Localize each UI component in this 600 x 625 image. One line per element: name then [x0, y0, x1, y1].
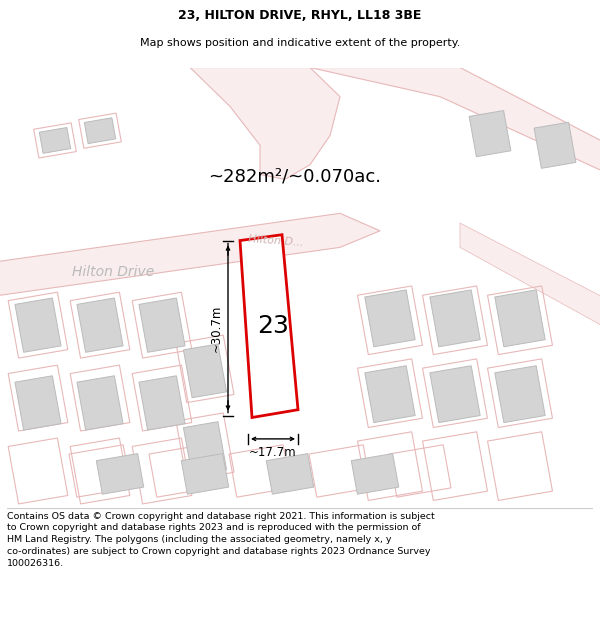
Polygon shape	[469, 111, 511, 157]
Polygon shape	[40, 127, 71, 153]
Text: Hilton D...: Hilton D...	[248, 234, 304, 248]
Polygon shape	[15, 376, 61, 430]
Polygon shape	[184, 422, 227, 476]
Polygon shape	[365, 366, 415, 423]
Text: Contains OS data © Crown copyright and database right 2021. This information is : Contains OS data © Crown copyright and d…	[7, 511, 435, 568]
Polygon shape	[534, 122, 576, 168]
Polygon shape	[77, 376, 123, 430]
Text: 23, HILTON DRIVE, RHYL, LL18 3BE: 23, HILTON DRIVE, RHYL, LL18 3BE	[178, 9, 422, 22]
Polygon shape	[184, 344, 227, 398]
Text: 23: 23	[257, 314, 289, 338]
Polygon shape	[85, 118, 116, 144]
Polygon shape	[139, 376, 185, 430]
Polygon shape	[240, 235, 298, 418]
Polygon shape	[139, 298, 185, 352]
Text: ~17.7m: ~17.7m	[249, 446, 297, 459]
Polygon shape	[460, 223, 600, 330]
Polygon shape	[365, 290, 415, 347]
Text: ~282m²/~0.070ac.: ~282m²/~0.070ac.	[209, 168, 382, 186]
Polygon shape	[77, 298, 123, 352]
Polygon shape	[495, 366, 545, 423]
Polygon shape	[430, 290, 480, 347]
Polygon shape	[181, 454, 229, 494]
Polygon shape	[310, 68, 600, 174]
Polygon shape	[495, 290, 545, 347]
Polygon shape	[15, 298, 61, 352]
Text: Map shows position and indicative extent of the property.: Map shows position and indicative extent…	[140, 38, 460, 48]
Polygon shape	[0, 213, 380, 296]
Polygon shape	[96, 454, 144, 494]
Polygon shape	[430, 366, 480, 423]
Polygon shape	[266, 454, 314, 494]
Text: ~30.7m: ~30.7m	[209, 304, 223, 352]
Polygon shape	[190, 68, 340, 179]
Polygon shape	[351, 454, 399, 494]
Text: Hilton Drive: Hilton Drive	[72, 264, 154, 279]
